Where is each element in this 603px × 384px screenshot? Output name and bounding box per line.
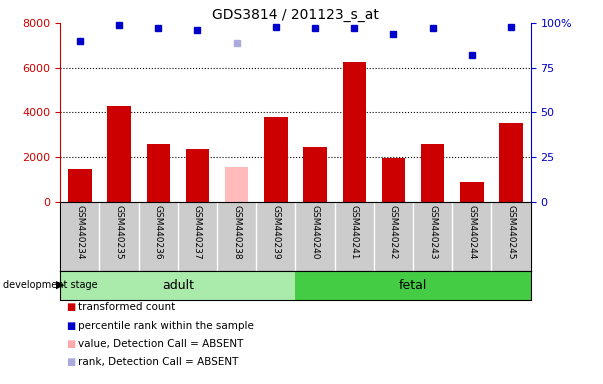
Text: GSM440235: GSM440235 bbox=[115, 205, 124, 260]
Text: GSM440238: GSM440238 bbox=[232, 205, 241, 260]
Bar bbox=[264, 117, 288, 202]
Bar bbox=[382, 158, 405, 202]
Bar bbox=[303, 147, 327, 202]
Bar bbox=[460, 182, 484, 202]
Text: fetal: fetal bbox=[399, 279, 428, 291]
Text: ▶: ▶ bbox=[56, 280, 65, 290]
Bar bbox=[107, 106, 131, 202]
Bar bbox=[225, 167, 248, 202]
Text: percentile rank within the sample: percentile rank within the sample bbox=[78, 321, 254, 331]
Text: ■: ■ bbox=[66, 339, 75, 349]
Text: GSM440237: GSM440237 bbox=[193, 205, 202, 260]
Text: value, Detection Call = ABSENT: value, Detection Call = ABSENT bbox=[78, 339, 244, 349]
Bar bbox=[186, 149, 209, 202]
Text: adult: adult bbox=[162, 279, 194, 291]
Text: GSM440245: GSM440245 bbox=[507, 205, 516, 260]
Bar bbox=[68, 169, 92, 202]
Text: ■: ■ bbox=[66, 302, 75, 312]
Text: ■: ■ bbox=[66, 321, 75, 331]
Bar bbox=[60, 271, 295, 300]
Bar bbox=[343, 62, 366, 202]
Text: rank, Detection Call = ABSENT: rank, Detection Call = ABSENT bbox=[78, 358, 239, 367]
Bar bbox=[421, 144, 444, 202]
Text: GSM440241: GSM440241 bbox=[350, 205, 359, 260]
Bar bbox=[295, 271, 531, 300]
Text: GSM440242: GSM440242 bbox=[389, 205, 398, 260]
Text: GSM440234: GSM440234 bbox=[75, 205, 84, 260]
Text: GSM440239: GSM440239 bbox=[271, 205, 280, 260]
Title: GDS3814 / 201123_s_at: GDS3814 / 201123_s_at bbox=[212, 8, 379, 22]
Text: transformed count: transformed count bbox=[78, 302, 175, 312]
Text: GSM440240: GSM440240 bbox=[311, 205, 320, 260]
Text: GSM440236: GSM440236 bbox=[154, 205, 163, 260]
Bar bbox=[499, 124, 523, 202]
Text: GSM440243: GSM440243 bbox=[428, 205, 437, 260]
Bar bbox=[147, 144, 170, 202]
Text: ■: ■ bbox=[66, 358, 75, 367]
Text: GSM440244: GSM440244 bbox=[467, 205, 476, 260]
Text: development stage: development stage bbox=[3, 280, 98, 290]
